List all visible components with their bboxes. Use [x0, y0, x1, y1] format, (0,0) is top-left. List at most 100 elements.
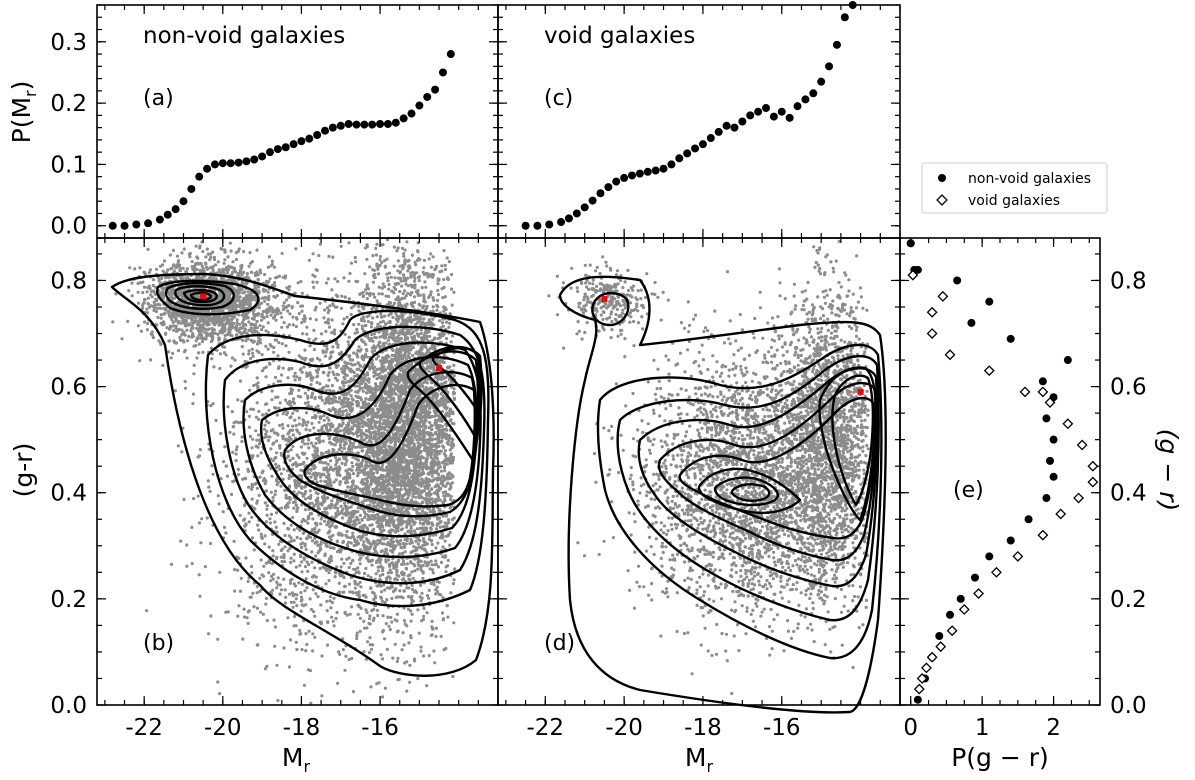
scatter-point-b: [328, 595, 332, 599]
scatter-point-b: [257, 409, 261, 413]
scatter-point-b: [346, 141, 349, 144]
scatter-point-b: [266, 265, 271, 269]
scatter-point-b: [284, 493, 288, 497]
scatter-point-b: [335, 294, 340, 298]
scatter-point-b: [398, 542, 402, 546]
scatter-point-b: [401, 552, 405, 556]
scatter-point-b: [351, 432, 356, 436]
scatter-point-b: [450, 287, 454, 291]
scatter-point-b: [338, 396, 342, 400]
scatter-point-b: [427, 257, 431, 261]
scatter-point-b: [286, 432, 290, 436]
scatter-point-b: [419, 331, 423, 336]
scatter-point-b: [289, 556, 293, 560]
scatter-point-b: [165, 326, 169, 330]
scatter-point-b: [319, 475, 323, 479]
scatter-point-b: [152, 300, 156, 304]
scatter-point-b: [217, 502, 221, 506]
scatter-point-b: [368, 265, 372, 269]
scatter-point-b: [342, 561, 346, 565]
scatter-point-b: [323, 519, 327, 523]
scatter-point-b: [408, 221, 411, 224]
scatter-point-b: [378, 258, 382, 262]
scatter-point-b: [381, 569, 385, 573]
scatter-point-b: [428, 334, 432, 338]
scatter-point-b: [271, 549, 275, 553]
scatter-point-b: [138, 266, 142, 270]
scatter-point-b: [435, 527, 439, 531]
scatter-point-b: [368, 636, 372, 640]
scatter-point-b: [415, 352, 419, 356]
scatter-point-b: [261, 325, 265, 329]
scatter-point-b: [431, 296, 435, 300]
scatter-point-b: [265, 504, 269, 508]
scatter-point-b: [266, 347, 270, 351]
scatter-point-b: [198, 594, 202, 598]
scatter-point-b: [352, 543, 356, 548]
scatter-point-b: [161, 263, 165, 267]
scatter-point-b: [319, 603, 323, 607]
scatter-point-b: [133, 267, 137, 271]
scatter-point-b: [325, 347, 329, 351]
scatter-point-b: [145, 609, 149, 613]
scatter-point-b: [205, 516, 209, 520]
scatter-point-b: [300, 309, 304, 313]
scatter-point-b: [281, 366, 285, 370]
scatter-point-b: [424, 225, 427, 228]
scatter-point-b: [287, 665, 291, 669]
scatter-point-b: [142, 285, 147, 289]
scatter-point-b: [388, 508, 392, 512]
scatter-point-b: [434, 430, 438, 435]
scatter-point-b: [347, 279, 351, 283]
scatter-point-b: [449, 452, 453, 456]
scatter-point-b: [369, 463, 373, 467]
scatter-point-b: [237, 604, 241, 608]
scatter-point-b: [251, 591, 255, 595]
scatter-point-b: [281, 437, 285, 441]
scatter-point-b: [256, 523, 260, 527]
scatter-point-b: [286, 526, 290, 531]
scatter-point-b: [439, 486, 443, 491]
scatter-point-b: [400, 284, 404, 288]
scatter-point-b: [393, 212, 396, 215]
scatter-point-b: [307, 258, 311, 262]
scatter-point-b: [438, 167, 441, 170]
scatter-point-b: [269, 512, 273, 517]
scatter-point-b: [303, 401, 307, 405]
scatter-point-b: [335, 378, 339, 382]
scatter-point-b: [417, 545, 421, 549]
scatter-point-b: [250, 347, 254, 351]
scatter-point-b: [330, 499, 334, 503]
scatter-point-b: [255, 376, 259, 380]
scatter-point-b: [306, 442, 310, 446]
scatter-point-b: [247, 425, 251, 429]
scatter-point-b: [355, 424, 359, 428]
scatter-point-b: [412, 207, 415, 210]
scatter-point-b: [264, 329, 268, 333]
scatter-point-b: [277, 542, 281, 546]
scatter-point-b: [247, 352, 251, 356]
scatter-point-b: [226, 405, 230, 409]
scatter-point-b: [222, 261, 226, 265]
scatter-point-b: [314, 441, 318, 445]
scatter-point-b: [374, 253, 378, 257]
scatter-point-b: [176, 349, 181, 353]
scatter-point-b: [380, 657, 385, 661]
scatter-point-b: [320, 654, 324, 658]
scatter-point-b: [401, 631, 405, 635]
scatter-point-b: [449, 482, 453, 486]
scatter-point-b: [222, 525, 227, 530]
scatter-point-b: [324, 329, 328, 333]
scatter-point-b: [341, 648, 345, 652]
scatter-point-b: [317, 420, 321, 424]
scatter-point-b: [257, 417, 261, 421]
scatter-point-b: [442, 277, 446, 282]
scatter-point-b: [452, 363, 456, 367]
scatter-point-b: [348, 590, 352, 594]
scatter-point-b: [245, 410, 249, 414]
scatter-point-b: [247, 320, 251, 324]
scatter-point-b: [340, 461, 344, 465]
scatter-point-b: [348, 354, 352, 358]
scatter-point-b: [350, 461, 354, 465]
scatter-point-b: [264, 520, 268, 524]
